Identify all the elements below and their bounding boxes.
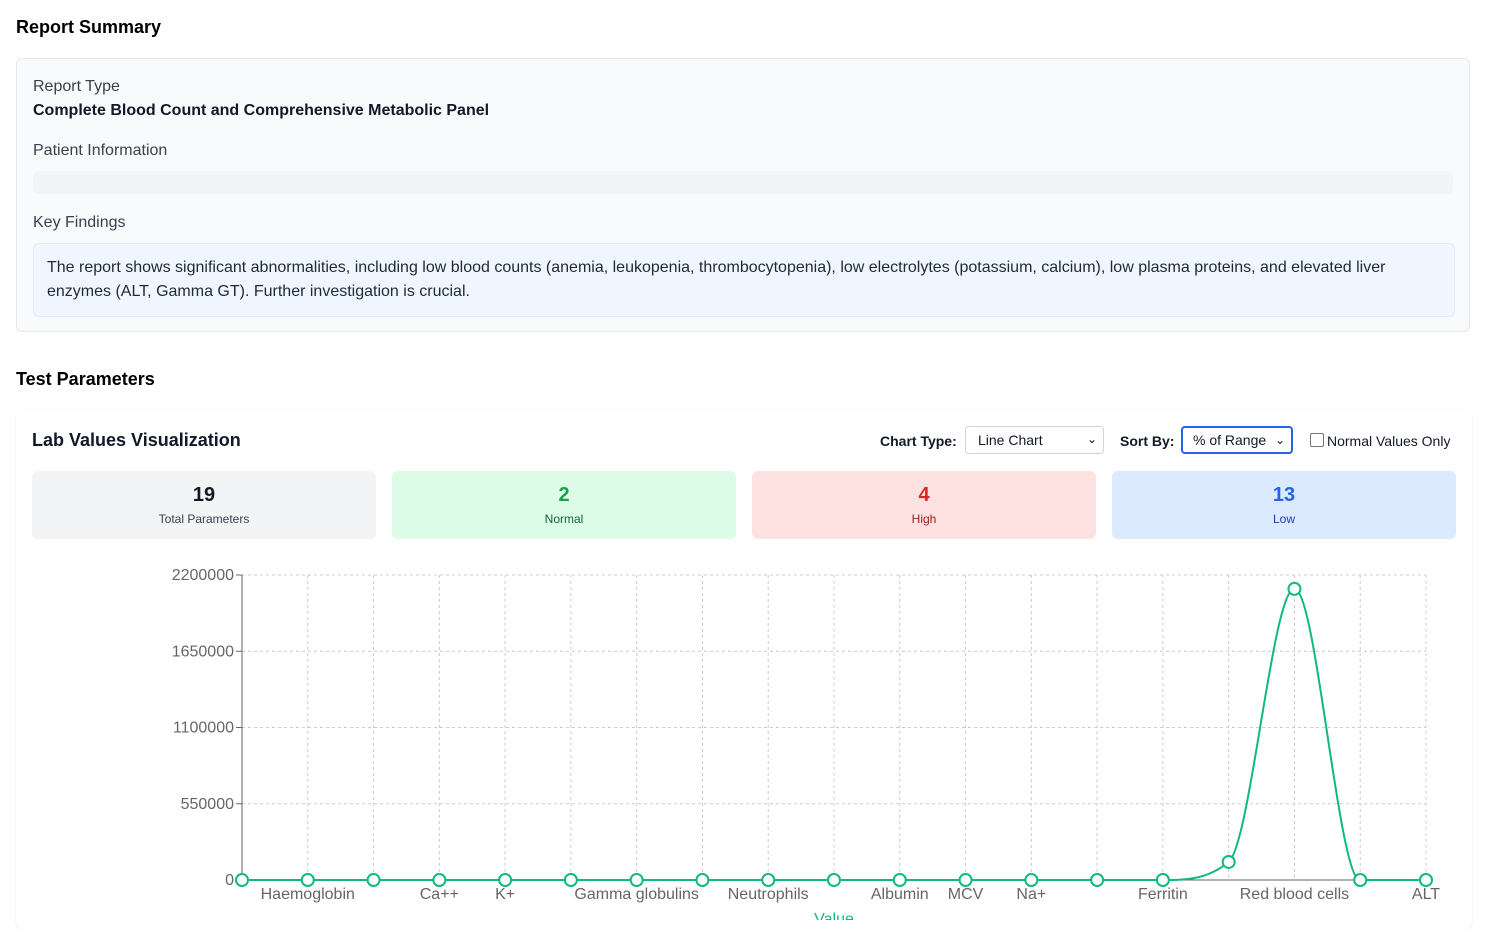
report-type-label: Report Type [33, 78, 120, 95]
stat-low: 13 Low [1112, 471, 1456, 539]
normal-values-only-label[interactable]: Normal Values Only [1327, 433, 1451, 449]
chart-type-select[interactable]: Line Chart ⌄ [965, 426, 1104, 454]
sort-by-select[interactable]: % of Range ⌄ [1181, 426, 1293, 454]
stat-low-label: Low [1272, 512, 1295, 526]
data-point [761, 873, 776, 887]
report-type-value: Complete Blood Count and Comprehensive M… [33, 102, 490, 119]
test-parameters-title: Test Parameters [16, 369, 155, 389]
y-tick-label: 1100000 [173, 720, 234, 737]
data-point [1353, 873, 1368, 887]
lab-visualization-card: Lab Values Visualization Chart Type: Lin… [16, 409, 1472, 929]
data-point [1287, 581, 1302, 596]
stat-total-parameters: 19 Total Parameters [32, 471, 376, 539]
patient-info-label: Patient Information [33, 142, 168, 159]
y-tick-label: 2200000 [172, 567, 234, 584]
stat-normal-label: Normal [544, 512, 584, 526]
data-point [235, 873, 249, 887]
chevron-down-icon: ⌄ [1086, 432, 1097, 446]
key-findings-box: The report shows significant abnormaliti… [33, 243, 1455, 317]
data-point [827, 873, 841, 887]
chevron-down-icon: ⌄ [1274, 433, 1285, 447]
series-line [242, 587, 1426, 882]
x-tick-label: Red blood cells [1240, 886, 1349, 903]
normal-values-only-checkbox[interactable] [1310, 433, 1324, 447]
stat-normal: 2 Normal [392, 471, 736, 539]
x-tick-label: Na+ [1016, 886, 1046, 903]
x-tick-label: Ca++ [420, 886, 459, 903]
data-point [695, 873, 710, 887]
data-point [1090, 873, 1105, 887]
stat-normal-value: 2 [558, 484, 570, 506]
y-tick-label: 0 [225, 872, 234, 889]
stat-total-label: Total Parameters [158, 512, 250, 526]
data-point [958, 873, 973, 887]
sort-by-label: Sort By: [1120, 433, 1175, 449]
x-tick-label: ALT [1412, 886, 1440, 903]
y-tick-label: 550000 [181, 796, 234, 813]
data-point [366, 873, 381, 887]
key-findings-label: Key Findings [33, 214, 126, 231]
chart-type-label: Chart Type: [880, 433, 957, 449]
x-tick-label: Neutrophils [728, 886, 809, 903]
x-tick-label: Ferritin [1138, 886, 1188, 903]
y-tick-label: 1650000 [172, 643, 234, 660]
x-axis-label: Value [814, 911, 854, 920]
viz-title: Lab Values Visualization [32, 430, 241, 450]
data-point [1024, 873, 1039, 887]
x-tick-label: Albumin [871, 886, 929, 903]
stat-high: 4 High [752, 471, 1096, 539]
data-point [1419, 873, 1433, 887]
x-tick-label: Gamma globulins [574, 886, 699, 903]
stat-low-value: 13 [1272, 484, 1296, 506]
data-point [1155, 873, 1170, 887]
data-point [892, 873, 907, 887]
data-point [300, 873, 315, 887]
report-summary-title: Report Summary [16, 17, 162, 37]
patient-info-placeholder [33, 171, 1453, 194]
x-tick-label: MCV [948, 886, 984, 903]
stat-total-value: 19 [192, 484, 216, 506]
key-findings-text: The report shows significant abnormaliti… [47, 259, 1386, 300]
data-point [1221, 854, 1236, 869]
data-point [629, 873, 644, 887]
data-point [432, 873, 447, 887]
x-tick-label: K+ [495, 886, 515, 903]
stat-high-value: 4 [918, 484, 930, 506]
data-point [498, 873, 513, 887]
stat-high-label: High [911, 512, 937, 526]
sort-by-value: % of Range [1193, 432, 1267, 448]
data-point [563, 873, 578, 887]
report-summary-card: Report Type Complete Blood Count and Com… [16, 58, 1470, 332]
chart-type-value: Line Chart [978, 432, 1043, 448]
x-tick-label: Haemoglobin [261, 886, 355, 903]
